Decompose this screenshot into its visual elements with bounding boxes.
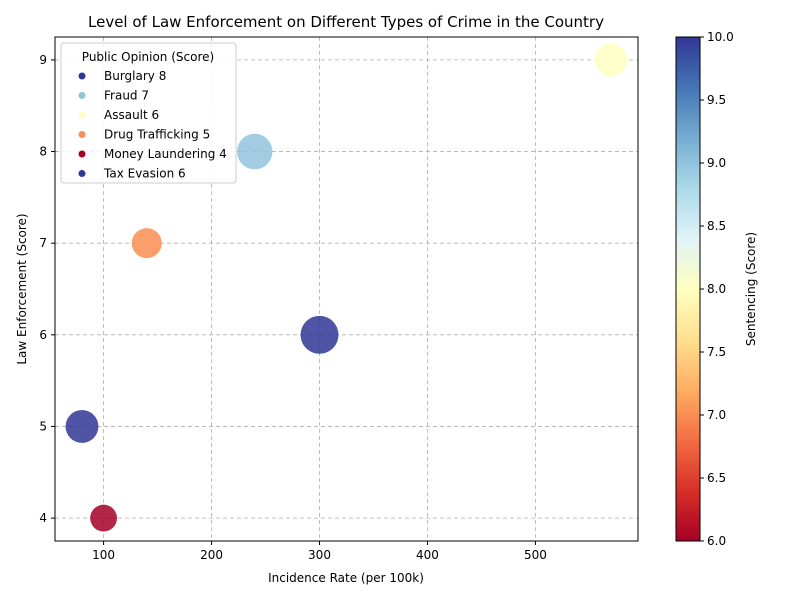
data-point (594, 43, 628, 77)
colorbar-tick-label: 8.0 (707, 282, 726, 296)
y-axis: 4 5 6 7 8 9 (39, 53, 55, 525)
legend-marker (78, 131, 86, 138)
legend-label: Fraud 7 (104, 89, 149, 103)
colorbar-tick-label: 6.0 (707, 534, 726, 548)
y-tick-label: 9 (39, 53, 47, 67)
colorbar-tick-label: 7.0 (707, 408, 726, 422)
colorbar-tick-label: 9.5 (707, 93, 726, 107)
y-tick-label: 6 (39, 328, 47, 342)
legend-label: Burglary 8 (104, 69, 166, 83)
legend-marker (78, 150, 86, 158)
legend-items: Burglary 8 Fraud 7 Assault 6 Drug Trafficki… (78, 69, 227, 181)
colorbar-label: Sentencing (Score) (744, 232, 758, 346)
data-point (90, 504, 117, 532)
colorbar-tick-label: 7.5 (707, 345, 726, 359)
colorbar-tick-label: 8.5 (707, 219, 726, 233)
legend-label: Tax Evasion 6 (103, 167, 186, 181)
plot-frame (54, 36, 639, 542)
colorbar-tick-label: 9.0 (707, 156, 726, 170)
chart-title: Level of Law Enforcement on Different Ty… (88, 13, 604, 31)
y-tick-label: 4 (39, 511, 47, 525)
x-tick-label: 100 (92, 548, 115, 562)
y-tick-label: 7 (39, 236, 47, 250)
data-point (131, 228, 162, 259)
x-axis-label: Incidence Rate (per 100k) (268, 571, 424, 585)
colorbar-ticks: 6.0 6.5 7.0 7.5 8.0 8.5 9.0 9.5 10.0 (700, 30, 734, 548)
x-tick-label: 400 (416, 548, 439, 562)
legend-marker (78, 72, 86, 80)
colorbar-tick-label: 6.5 (707, 471, 726, 485)
legend-box (60, 42, 237, 184)
data-point (65, 410, 99, 443)
x-tick-label: 500 (524, 548, 547, 562)
x-axis: 100 200 300 400 500 (92, 541, 547, 562)
colorbar-tick-label: 10.0 (707, 30, 734, 44)
colorbar: 6.0 6.5 7.0 7.5 8.0 8.5 9.0 9.5 10.0 Sentencing … (675, 30, 758, 548)
data-point (236, 133, 273, 170)
legend-label: Money Laundering 4 (104, 147, 227, 161)
legend-marker (78, 92, 86, 99)
legend-title: Public Opinion (Score) (82, 50, 214, 64)
y-tick-label: 5 (39, 419, 47, 433)
legend-label: Assault 6 (104, 108, 159, 122)
x-tick-label: 200 (200, 548, 223, 562)
legend-label: Drug Trafficking 5 (104, 128, 210, 142)
data-points (65, 43, 628, 532)
colorbar-gradient (676, 37, 700, 541)
legend: Public Opinion (Score) Burglary 8 Fraud 7… (60, 42, 237, 184)
legend-marker (78, 111, 86, 119)
data-point (300, 315, 339, 354)
y-tick-label: 8 (39, 145, 47, 159)
x-tick-label: 300 (308, 548, 331, 562)
grid (55, 37, 638, 541)
y-axis-label: Law Enforcement (Score) (15, 213, 29, 364)
legend-marker (78, 170, 86, 177)
